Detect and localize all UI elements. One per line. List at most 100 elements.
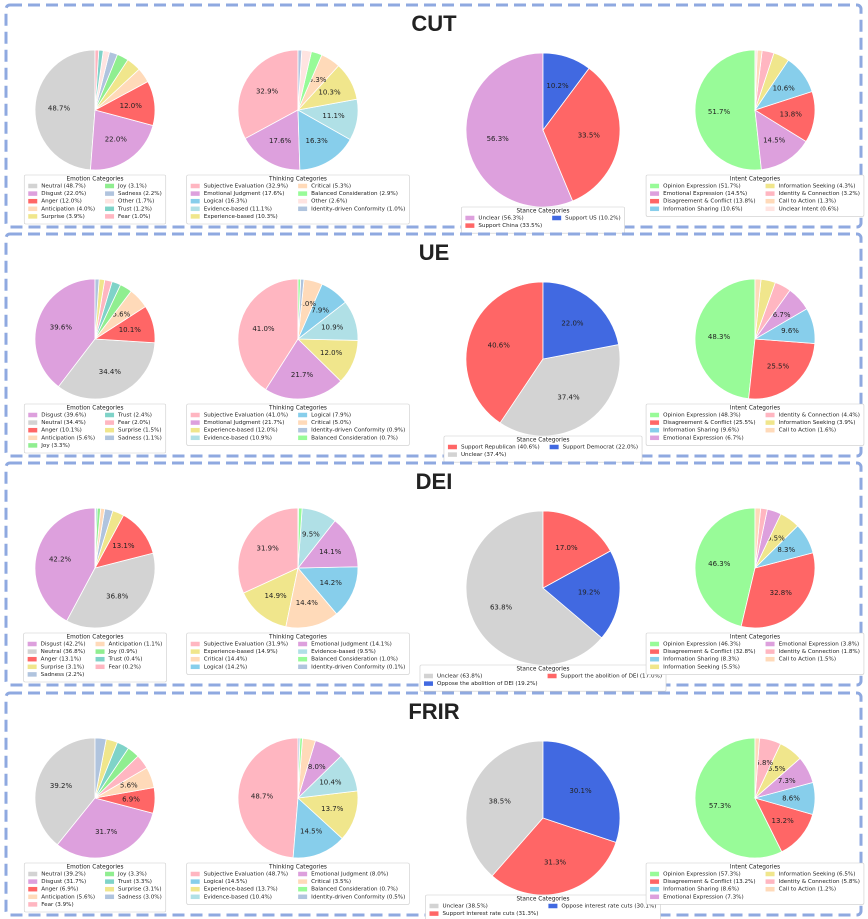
pie-slice [542,281,620,360]
legend-label: Opinion Expression (46.3%) [663,642,741,648]
legend-label: Identity-driven Conformity (0.5%) [311,894,405,900]
legend-swatch [298,206,308,212]
legend-title: Stance Categories [516,897,569,903]
legend-box [186,632,410,675]
legend-title: Stance Categories [516,438,569,444]
legend-swatch [765,879,775,884]
legend-swatch [447,452,457,457]
legend-label: Information Seeking (3.9%) [779,420,856,426]
legend-label: Evidence-based (9.5%) [311,649,376,655]
legend-swatch [650,879,660,884]
legend-swatch [298,183,308,189]
legend-swatch [650,435,660,441]
pie-slice [754,90,816,143]
legend-label: Unclear (56.3%) [478,216,523,222]
legend-title: Intent Categories [730,865,780,871]
legend-label: Surprise (3.9%) [41,214,85,220]
legend-swatch [765,886,775,892]
legend-title: Emotion Categories [66,865,123,871]
legend-label: Trust (0.4%) [108,657,143,663]
legend-label: Identity & Connection (5.8%) [779,879,860,885]
legend-swatch [105,871,115,877]
slice-label: 22.0% [105,135,128,143]
legend-label: Emotional Expression (3.8%) [779,642,860,648]
legend-label: Neutral (39.2%) [41,872,86,878]
slice-label: 57.3% [709,802,732,810]
legend-label: Sadness (2.2%) [118,191,162,197]
legend-swatch [190,894,200,900]
pie-slice [94,507,97,569]
legend-label: Identity & Connection (4.4%) [779,413,860,419]
legend-swatch [650,198,660,204]
legend-swatch [28,420,38,425]
legend-swatch [650,412,660,418]
legend-swatch [650,183,660,189]
legend-label: Identity-driven Conformity (0.9%) [311,428,405,434]
legend-box [186,174,410,225]
legend-swatch [28,435,38,441]
legend-label: Balanced Consideration (2.9%) [311,191,398,197]
pie-slice [694,278,756,400]
legend-label: Anticipation (5.6%) [41,435,95,441]
legend-label: Opinion Expression (57.3%) [663,872,741,878]
legend-swatch [105,183,115,189]
legend-swatch [105,886,115,892]
section-title: UE [419,240,450,265]
legend-title: Emotion Categories [66,635,123,641]
legend-title: Stance Categories [516,209,569,215]
pie: 56.3% 33.5% 10.2% [465,52,621,208]
slice-label: 9.5% [302,530,320,538]
pie-slice [297,109,351,171]
legend-swatch [549,444,559,450]
legend-label: Joy (3.3%) [117,872,147,878]
legend-swatch [27,664,37,670]
slice-label: 5.8% [755,759,773,767]
legend-swatch [650,649,660,654]
pie-slice [297,737,301,799]
legend-label: Neutral (48.7%) [41,184,86,190]
legend-swatch [105,420,115,425]
slice-label: 22.0% [561,319,584,327]
legend-label: Unclear (37.4%) [461,452,506,458]
legend-swatch [27,641,37,647]
legend-swatch [28,183,38,189]
legend-label: Anticipation (5.6%) [41,894,95,900]
legend-title: Emotion Categories [66,406,123,412]
slice-label: 7.3% [778,777,796,785]
legend-title: Thinking Categories [268,635,327,641]
legend-label: Disagreement & Conflict (13.2%) [663,879,756,885]
legend-label: Emotional Judgment (8.0%) [311,872,388,878]
legend-swatch [765,183,775,189]
legend-label: Support Republican (40.6%) [461,445,540,451]
legend-label: Critical (3.5%) [311,879,351,885]
legend-title: Thinking Categories [268,406,327,412]
slice-label: 14.1% [319,548,342,556]
legend-swatch [105,879,115,884]
legend-swatch [28,443,38,448]
slice-label: 40.6% [488,342,511,350]
pie: 46.3% 32.8% 8.3% 5.5% [694,507,816,629]
legend-label: Disgust (42.2%) [41,642,86,648]
legend-box [23,403,167,454]
pie-slice [499,344,621,437]
pie-slice [297,520,359,569]
slice-label: 19.2% [578,589,601,597]
pie: 63.8% 19.2% 17.0% [465,510,621,666]
legend-label: Trust (3.3%) [117,879,152,885]
legend-swatch [765,191,775,196]
legend-swatch [27,656,37,662]
legend-swatch [190,427,200,433]
legend-swatch [95,664,105,670]
slice-label: 5.3% [309,76,327,84]
slice-label: 8.0% [308,763,326,771]
legend-label: Fear (1.0%) [118,214,150,220]
legend-label: Identity & Connection (3.2%) [779,191,860,197]
legend-label: Anticipation (4.0%) [41,206,95,212]
legend-swatch [650,894,660,900]
legend-box [645,632,865,675]
slice-label: 32.9% [256,88,279,96]
